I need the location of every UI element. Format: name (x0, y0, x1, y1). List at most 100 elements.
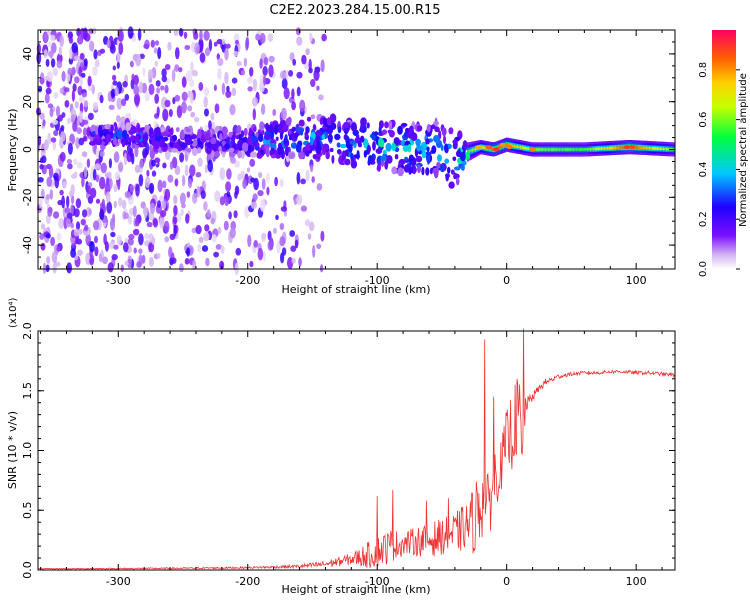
heatmap-cell (250, 201, 258, 209)
heatmap-cell (563, 148, 566, 151)
heatmap-cell (157, 200, 161, 208)
heatmap-cell (86, 185, 92, 195)
heatmap-cell (444, 158, 450, 164)
heatmap-cell (171, 148, 178, 153)
heatmap-cell (207, 141, 212, 149)
heatmap-cell (544, 148, 547, 151)
heatmap-cell (434, 126, 440, 133)
heatmap-cell (164, 84, 169, 94)
heatmap-cell (538, 148, 541, 151)
heatmap-cell (275, 136, 279, 141)
heatmap-cell (163, 136, 169, 142)
heatmap-cell (221, 38, 226, 45)
heatmap-cell (49, 189, 53, 200)
heatmap-cell (516, 145, 519, 148)
heatmap-cell (382, 149, 387, 155)
heatmap-cell (92, 102, 99, 111)
heatmap-cell (70, 194, 75, 205)
x-tick-label: -300 (106, 575, 131, 588)
heatmap-cell (48, 165, 54, 179)
heatmap-cell (203, 30, 210, 41)
heatmap-cell (397, 125, 403, 135)
heatmap-cell (95, 126, 99, 135)
heatmap-cell (641, 146, 643, 150)
heatmap-cell (448, 127, 454, 135)
heatmap-cell (131, 73, 135, 82)
heatmap-cell (113, 151, 120, 163)
heatmap-cell (181, 91, 188, 102)
heatmap-cell (214, 190, 221, 202)
heatmap-cell (199, 29, 203, 41)
heatmap-cell (568, 148, 570, 151)
heatmap-cell (50, 236, 55, 247)
heatmap-cell (183, 31, 188, 39)
heatmap-cell (310, 79, 316, 87)
heatmap-cell (73, 228, 79, 237)
heatmap-cell (78, 66, 83, 77)
heatmap-cell (263, 56, 269, 66)
heatmap-cell (168, 109, 173, 117)
heatmap-cell (306, 116, 312, 122)
heatmap-cell (512, 144, 514, 148)
heatmap-cell (468, 149, 471, 153)
heatmap-cell (247, 135, 252, 144)
heatmap-cell (589, 147, 592, 151)
heatmap-cell (161, 68, 167, 78)
heatmap-cell (204, 224, 210, 232)
heatmap-cell (82, 119, 89, 125)
heatmap-cell (83, 166, 88, 179)
heatmap-cell (452, 156, 457, 162)
heatmap-cell (462, 140, 468, 150)
heatmap-cell (221, 126, 228, 136)
heatmap-cell (610, 146, 612, 150)
heatmap-cell (76, 127, 82, 135)
heatmap-cell (41, 155, 47, 164)
heatmap-cell (99, 208, 105, 221)
heatmap-cell (107, 262, 114, 273)
heatmap-cell (213, 251, 220, 258)
heatmap-cell (290, 245, 297, 252)
heatmap-cell (160, 85, 165, 91)
heatmap-cell (47, 41, 52, 48)
heatmap-cell (330, 122, 337, 130)
heatmap-cell (105, 191, 111, 203)
heatmap-cell (136, 261, 142, 268)
heatmap-cell (441, 127, 447, 137)
heatmap-cell (296, 194, 303, 205)
colorbar-tick-label: 0.8 (698, 62, 709, 78)
heatmap-cell (337, 149, 342, 155)
heatmap-cell (77, 35, 84, 45)
heatmap-cell (279, 222, 285, 231)
heatmap-cell (99, 94, 104, 104)
heatmap-cell (149, 127, 154, 136)
heatmap-cell (388, 130, 395, 138)
heatmap-cell (76, 27, 81, 37)
heatmap-cell (225, 43, 231, 49)
heatmap-cell (120, 264, 125, 273)
heatmap-cell (185, 70, 193, 82)
heatmap-cell (89, 187, 97, 199)
x-tick-label: -200 (235, 274, 260, 287)
heatmap-cell (39, 195, 43, 208)
heatmap-cell (277, 147, 283, 156)
heatmap-cell (416, 125, 423, 132)
heatmap-cell (242, 178, 248, 190)
heatmap-cell (192, 192, 198, 204)
heatmap-cell (257, 128, 265, 136)
heatmap-cell (160, 210, 167, 218)
heatmap-cell (310, 114, 316, 120)
heatmap-cell (253, 240, 258, 248)
heatmap-cell (350, 159, 358, 169)
heatmap-cell (309, 164, 314, 173)
heatmap-cell (653, 147, 656, 150)
heatmap-cell (606, 147, 609, 150)
heatmap-cell (329, 147, 334, 153)
heatmap-cell (316, 183, 323, 191)
heatmap-cell (226, 168, 232, 180)
heatmap-cell (289, 52, 295, 62)
heatmap-cell (137, 125, 141, 134)
heatmap-cell (102, 129, 109, 134)
heatmap-cell (108, 104, 115, 111)
heatmap-cell (235, 247, 242, 256)
heatmap-hotspot (475, 145, 482, 150)
